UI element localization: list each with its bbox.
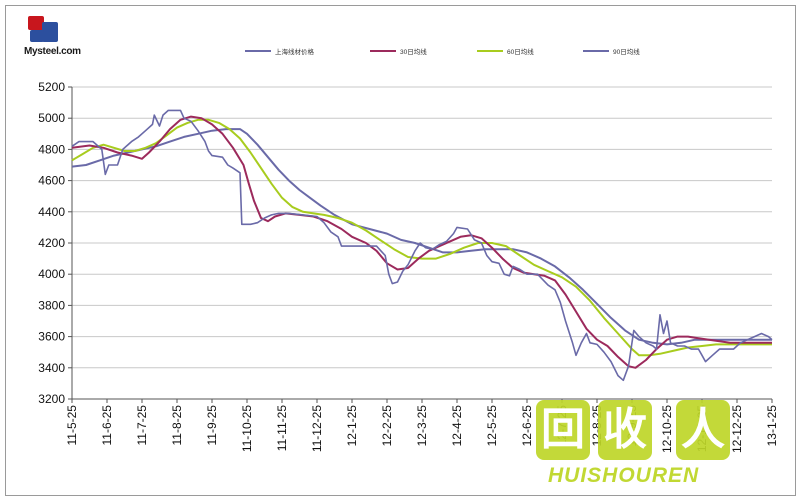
xtick-label-12-6-25: 12-6-25 xyxy=(520,405,534,447)
xtick-label-12-5-25: 12-5-25 xyxy=(485,405,499,447)
ytick-label-5000: 5000 xyxy=(38,111,65,125)
xtick-label-11-10-25: 11-10-25 xyxy=(240,405,254,452)
xtick-label-11-8-25: 11-8-25 xyxy=(170,405,184,446)
ytick-label-4400: 4400 xyxy=(38,205,65,219)
xtick-label-12-4-25: 12-4-25 xyxy=(450,405,464,447)
legend-swatch-ma90 xyxy=(583,50,609,52)
xtick-label-12-12-25: 12-12-25 xyxy=(730,405,744,453)
series-line-3 xyxy=(71,128,772,346)
xtick-label-12-3-25: 12-3-25 xyxy=(415,405,429,447)
legend-label-ma60: 60日均线 xyxy=(507,49,534,56)
legend-swatch-price xyxy=(245,50,271,52)
legend-label-ma90: 90日均线 xyxy=(613,49,640,56)
legend-swatch-ma30 xyxy=(370,50,396,52)
ytick-label-5200: 5200 xyxy=(38,80,65,94)
xtick-label-12-2-25: 12-2-25 xyxy=(380,405,394,447)
legend-label-ma30: 30日均线 xyxy=(400,49,427,56)
logo-mark-icon xyxy=(26,14,60,46)
ytick-label-3800: 3800 xyxy=(38,298,65,312)
xtick-label-11-9-25: 11-9-25 xyxy=(205,405,219,446)
xtick-label-12-10-25: 12-10-25 xyxy=(660,405,674,453)
xtick-label-13-1-25: 13-1-25 xyxy=(765,405,779,447)
ytick-label-3600: 3600 xyxy=(38,330,65,344)
legend-label-price: 上海线材价格 xyxy=(275,49,314,56)
chart-legend: 上海线材价格 30日均线 60日均线 90日均线 xyxy=(245,44,685,58)
xtick-label-11-5-25: 11-5-25 xyxy=(65,405,79,446)
mysteel-logo: Mysteel.com xyxy=(22,14,82,62)
legend-item-ma30: 30日均线 xyxy=(370,44,427,58)
series-line-1 xyxy=(71,115,772,369)
xtick-label-12-1-25: 12-1-25 xyxy=(345,405,359,447)
watermark-glyph-2: 收 xyxy=(598,400,652,460)
legend-swatch-ma60 xyxy=(477,50,503,52)
ytick-label-4200: 4200 xyxy=(38,236,65,250)
legend-item-price: 上海线材价格 xyxy=(245,44,314,58)
legend-item-ma90: 90日均线 xyxy=(583,44,640,58)
xtick-label-11-7-25: 11-7-25 xyxy=(135,405,149,446)
ytick-label-4000: 4000 xyxy=(38,267,65,281)
watermark-word: HUISHOUREN xyxy=(548,464,700,487)
xtick-label-11-12-25: 11-12-25 xyxy=(310,405,324,452)
ytick-label-4600: 4600 xyxy=(38,174,65,188)
huishouren-watermark: 回 收 人 HUISHOUREN xyxy=(536,400,736,495)
xtick-label-11-6-25: 11-6-25 xyxy=(100,405,114,446)
ytick-label-3400: 3400 xyxy=(38,361,65,375)
legend-item-ma60: 60日均线 xyxy=(477,44,534,58)
ytick-label-4800: 4800 xyxy=(38,142,65,156)
chart-frame xyxy=(5,5,796,496)
logo-text: Mysteel.com xyxy=(24,46,81,57)
watermark-glyph-3: 人 xyxy=(676,400,730,460)
series-line-0 xyxy=(71,109,773,382)
watermark-glyph-1: 回 xyxy=(536,400,590,460)
series-line-2 xyxy=(71,118,772,357)
ytick-label-3200: 3200 xyxy=(38,392,65,406)
xtick-label-11-11-25: 11-11-25 xyxy=(275,405,289,452)
